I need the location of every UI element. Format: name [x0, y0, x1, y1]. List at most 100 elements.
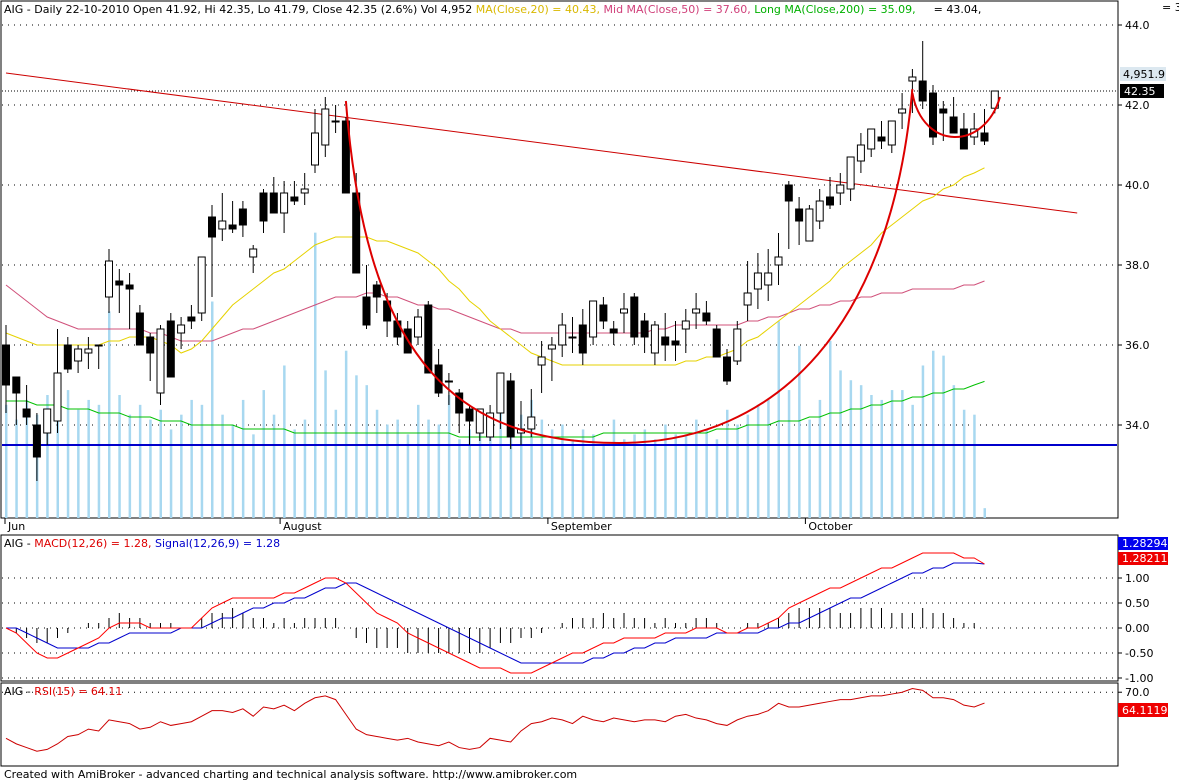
candle	[135, 305, 144, 346]
volume-bar	[829, 340, 832, 518]
volume-bar	[180, 414, 183, 518]
volume-bar	[901, 390, 904, 518]
volume-bar	[128, 414, 132, 518]
volume-bar	[674, 434, 677, 518]
volume-bar	[592, 434, 595, 518]
cup-curve	[344, 88, 914, 445]
volume-bar	[695, 419, 698, 518]
candle	[630, 293, 639, 345]
volume-bar	[437, 424, 441, 518]
volume-bar	[870, 395, 873, 518]
candle	[846, 156, 855, 201]
volume-bar	[355, 375, 358, 518]
candle	[949, 97, 958, 134]
volume-bar	[550, 429, 554, 518]
macd-lines	[5, 552, 985, 674]
candle	[980, 109, 989, 145]
volume-bar	[406, 434, 410, 518]
candle	[753, 253, 762, 309]
header-extra: = 43.04,	[934, 3, 982, 16]
volume-bar	[149, 419, 152, 518]
price-tick-label: 34.0	[1125, 419, 1150, 432]
handle-curve	[911, 92, 1001, 138]
candle	[22, 385, 31, 425]
macd-panel: 1.00 0.50 0.00 -0.50 -1.00 AIG - MACD(12,26)…	[0, 534, 1168, 685]
candle	[228, 201, 237, 233]
volume-bar	[787, 390, 791, 518]
candle	[712, 325, 721, 358]
volume-bar	[777, 321, 780, 518]
candle	[290, 181, 299, 205]
volume-bar	[653, 439, 657, 518]
candle	[362, 265, 371, 329]
volume-bar	[159, 409, 162, 518]
volume-bar	[643, 429, 647, 518]
macd-axis: 1.00 0.50 0.00 -0.50 -1.00	[1118, 572, 1153, 685]
rsi-tick-label: 70.0	[1125, 686, 1150, 699]
candle	[496, 372, 505, 429]
candle	[959, 113, 968, 150]
candle	[681, 309, 690, 353]
candle	[372, 281, 381, 313]
volume-bar	[283, 365, 286, 518]
candle	[671, 321, 680, 361]
volume-bar	[633, 434, 636, 518]
rsi-series-line	[5, 688, 985, 752]
volume-bar	[334, 409, 338, 518]
candle	[887, 120, 896, 153]
candle	[743, 261, 752, 321]
volume-bar	[231, 424, 235, 518]
volume-bar	[46, 395, 49, 518]
macd-tick-label: 1.00	[1125, 572, 1150, 585]
price-tick-label: 36.0	[1125, 339, 1150, 352]
rsi-line	[5, 688, 985, 752]
volume-bar	[303, 419, 307, 518]
candle	[599, 297, 608, 329]
volume-bar	[756, 404, 760, 518]
volume-bar	[15, 419, 18, 518]
volume-bar	[921, 365, 925, 518]
candle	[568, 317, 577, 353]
volume-value-text: 4,951.9	[1123, 68, 1165, 81]
volume-bar	[56, 419, 59, 518]
candle	[249, 245, 258, 273]
rsi-axis: 70.0	[1118, 686, 1150, 699]
macd-tick-label: -1.00	[1125, 672, 1153, 685]
candle	[537, 341, 546, 393]
candle	[918, 41, 927, 109]
candle	[506, 373, 515, 449]
volume-bar	[602, 444, 605, 518]
volume-bar	[911, 404, 914, 518]
rsi-value-label: 64.1119	[1118, 703, 1168, 717]
volume-bar	[942, 355, 945, 518]
volume-bar	[540, 419, 544, 518]
volume-bar	[952, 385, 956, 518]
header-ma200: Long MA(Close,200) = 35.09,	[754, 3, 915, 16]
candle	[547, 337, 556, 381]
candle	[856, 133, 865, 173]
month-label: October	[808, 520, 852, 533]
candle	[197, 256, 206, 321]
cup-handle-curves	[344, 88, 1001, 445]
volume-bar	[499, 404, 502, 518]
volume-bar	[458, 439, 461, 518]
volume-bar	[66, 390, 70, 518]
candle	[166, 313, 175, 378]
close-value-label: 42.35	[1120, 84, 1164, 98]
rsi-header-prefix: AIG -	[4, 685, 34, 698]
volume-bar	[890, 390, 894, 518]
volume-bar	[489, 419, 492, 518]
candle	[836, 173, 845, 205]
volume-bar	[252, 434, 255, 518]
macd-histogram	[15, 608, 975, 653]
price-panel: 44.0 42.0 40.0 38.0 36.0 34.0 Jun August Septem…	[0, 0, 1179, 533]
volume-bar	[726, 409, 729, 518]
ma200-line	[6, 380, 985, 438]
volume-bar	[241, 399, 245, 518]
volume-bar	[612, 419, 616, 518]
footer-credit: Created with AmiBroker - advanced charti…	[4, 768, 577, 781]
macd-tick-label: -0.50	[1125, 647, 1153, 660]
volume-bar	[396, 419, 399, 518]
volume-bar	[5, 404, 8, 518]
month-label: August	[283, 520, 322, 533]
